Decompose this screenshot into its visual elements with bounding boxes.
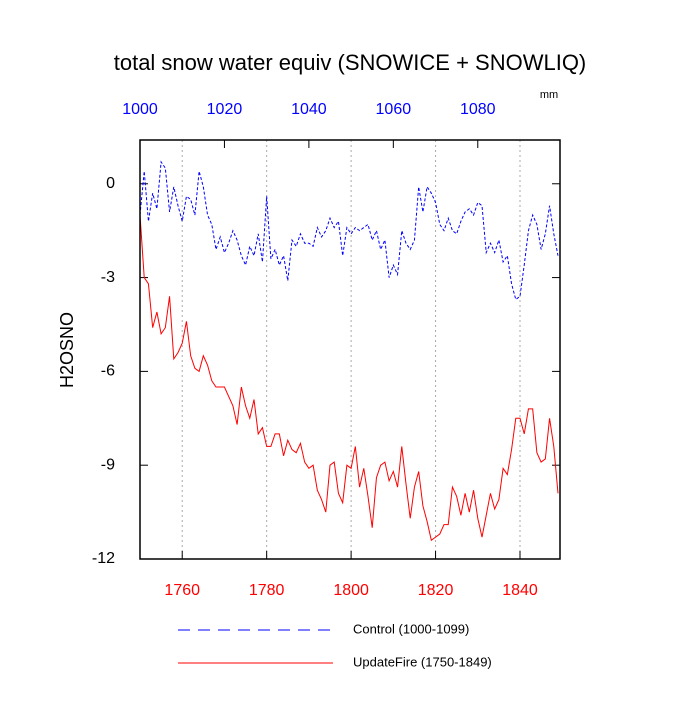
x2-tick-label: 1000 bbox=[122, 101, 158, 118]
y-tick-label: 0 bbox=[106, 175, 115, 192]
x-tick-label: 1800 bbox=[333, 582, 369, 599]
y-tick-label: -9 bbox=[101, 456, 115, 473]
units: mm bbox=[540, 89, 558, 101]
y-axis-label: H2OSNO bbox=[57, 312, 77, 388]
data-line bbox=[139, 215, 559, 542]
y-tick-label: -3 bbox=[101, 269, 115, 286]
x-tick-label: 1840 bbox=[502, 582, 538, 599]
data-line bbox=[139, 160, 559, 301]
x-tick-label: 1760 bbox=[164, 582, 200, 599]
chart-title: total snow water equiv (SNOWICE + SNOWLI… bbox=[114, 50, 587, 75]
legend-label: Control (1000-1099) bbox=[353, 621, 469, 636]
legend-label: UpdateFire (1750-1849) bbox=[353, 654, 492, 669]
x2-tick-label: 1020 bbox=[207, 101, 243, 118]
x-tick-label: 1780 bbox=[249, 582, 285, 599]
plot-frame bbox=[139, 139, 561, 560]
x2-tick-label: 1040 bbox=[291, 101, 327, 118]
x-tick-label: 1820 bbox=[418, 582, 454, 599]
x2-tick-label: 1080 bbox=[460, 101, 496, 118]
x2-tick-label: 1060 bbox=[376, 101, 412, 118]
y-tick-label: -12 bbox=[92, 550, 115, 567]
y-tick-label: -6 bbox=[101, 363, 115, 380]
